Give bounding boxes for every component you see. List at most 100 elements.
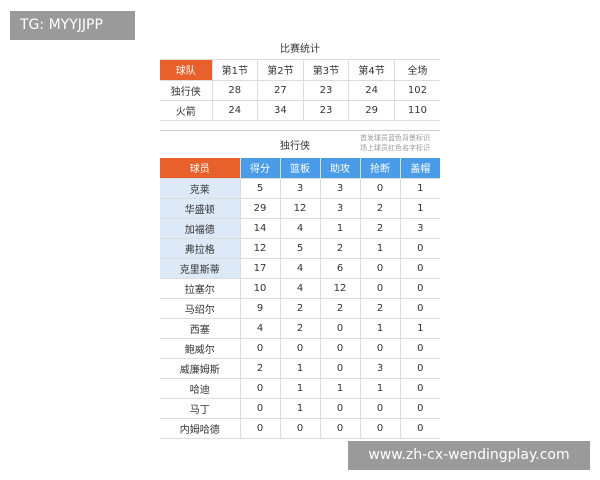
cell: 0 — [320, 358, 361, 379]
cell: 0 — [400, 358, 440, 379]
table-row: 马绍尔 9 2 2 2 0 — [160, 298, 440, 319]
cell: 1 — [280, 378, 321, 399]
row-label: 内姆哈德 — [160, 418, 241, 439]
column-header: 盖帽 — [400, 158, 440, 179]
site-url: www.zh-cx-wendingplay.com — [348, 441, 590, 470]
row-label: 加福德 — [160, 218, 241, 239]
cell: 1 — [320, 378, 361, 399]
cell: 12 — [240, 238, 281, 259]
player-stats-header: 独行侠 首发球员蓝色背景标识 场上球员红色名字标识 — [160, 130, 440, 158]
note-starters: 首发球员蓝色背景标识 — [360, 134, 430, 142]
column-header: 得分 — [240, 158, 281, 179]
cell: 1 — [400, 178, 440, 199]
cell: 0 — [240, 378, 281, 399]
cell: 1 — [400, 198, 440, 219]
cell: 2 — [360, 198, 401, 219]
column-header: 第3节 — [303, 60, 350, 81]
cell: 6 — [320, 258, 361, 279]
cell: 5 — [280, 238, 321, 259]
cell: 1 — [280, 398, 321, 419]
cell: 0 — [280, 418, 321, 439]
table-row: 内姆哈德 0 0 0 0 0 — [160, 418, 440, 439]
cell: 0 — [360, 418, 401, 439]
cell: 27 — [257, 80, 304, 101]
table-row: 克莱 5 3 3 0 1 — [160, 178, 440, 199]
row-label: 马丁 — [160, 398, 241, 419]
row-label: 克里斯蒂 — [160, 258, 241, 279]
cell: 110 — [394, 100, 440, 121]
cell: 0 — [400, 278, 440, 299]
table-row: 火箭 24 34 23 29 110 — [160, 100, 440, 121]
table-row: 哈迪 0 1 1 1 0 — [160, 378, 440, 399]
cell: 0 — [360, 278, 401, 299]
column-header: 助攻 — [320, 158, 361, 179]
cell: 12 — [320, 278, 361, 299]
game-stats-table: 球队 第1节 第2节 第3节 第4节 全场 独行侠 28 27 23 24 102 火箭 24 34 23 29… — [160, 60, 440, 121]
cell: 0 — [400, 398, 440, 419]
cell: 4 — [280, 258, 321, 279]
cell: 23 — [303, 80, 350, 101]
cell: 29 — [348, 100, 395, 121]
row-label: 火箭 — [160, 100, 213, 121]
cell: 2 — [360, 298, 401, 319]
cell: 1 — [320, 218, 361, 239]
cell: 23 — [303, 100, 350, 121]
cell: 14 — [240, 218, 281, 239]
row-label: 哈迪 — [160, 378, 241, 399]
cell: 2 — [320, 238, 361, 259]
player-stats-table: 球员 得分 篮板 助攻 抢断 盖帽 克莱 5 3 3 0 1 华盛顿 29 12 3 2 1 加福德 14 4 1 2 3 弗拉… — [160, 158, 440, 439]
column-header: 第2节 — [257, 60, 304, 81]
cell: 9 — [240, 298, 281, 319]
cell: 24 — [212, 100, 259, 121]
cell: 0 — [280, 338, 321, 359]
cell: 0 — [240, 418, 281, 439]
table-row: 西塞 4 2 0 1 1 — [160, 318, 440, 339]
row-label: 克莱 — [160, 178, 241, 199]
cell: 0 — [360, 178, 401, 199]
cell: 1 — [400, 318, 440, 339]
cell: 0 — [320, 338, 361, 359]
cell: 1 — [360, 318, 401, 339]
cell: 0 — [360, 338, 401, 359]
row-label: 华盛顿 — [160, 198, 241, 219]
table-row: 独行侠 28 27 23 24 102 — [160, 80, 440, 101]
cell: 2 — [240, 358, 281, 379]
table-row: 鲍威尔 0 0 0 0 0 — [160, 338, 440, 359]
cell: 1 — [360, 378, 401, 399]
row-label: 弗拉格 — [160, 238, 241, 259]
cell: 28 — [212, 80, 259, 101]
game-stats: 比赛统计 球队 第1节 第2节 第3节 第4节 全场 独行侠 28 27 23 24 102 火箭 24 3… — [160, 40, 440, 121]
cell: 1 — [360, 238, 401, 259]
cell: 10 — [240, 278, 281, 299]
cell: 3 — [320, 198, 361, 219]
table-row: 威廉姆斯 2 1 0 3 0 — [160, 358, 440, 379]
cell: 3 — [360, 358, 401, 379]
cell: 29 — [240, 198, 281, 219]
cell: 0 — [320, 318, 361, 339]
cell: 0 — [400, 298, 440, 319]
cell: 0 — [400, 378, 440, 399]
cell: 3 — [400, 218, 440, 239]
header-row: 球员 得分 篮板 助攻 抢断 盖帽 — [160, 158, 440, 179]
cell: 2 — [360, 218, 401, 239]
cell: 1 — [280, 358, 321, 379]
cell: 4 — [240, 318, 281, 339]
row-label: 鲍威尔 — [160, 338, 241, 359]
row-label: 独行侠 — [160, 80, 213, 101]
table-row: 加福德 14 4 1 2 3 — [160, 218, 440, 239]
row-label: 拉塞尔 — [160, 278, 241, 299]
cell: 3 — [320, 178, 361, 199]
cell: 4 — [280, 218, 321, 239]
row-label: 威廉姆斯 — [160, 358, 241, 379]
note-on-court: 场上球员红色名字标识 — [360, 144, 430, 152]
table-row: 拉塞尔 10 4 12 0 0 — [160, 278, 440, 299]
cell: 0 — [360, 258, 401, 279]
cell: 2 — [320, 298, 361, 319]
cell: 0 — [240, 398, 281, 419]
column-header: 第4节 — [348, 60, 395, 81]
game-stats-title: 比赛统计 — [160, 40, 440, 60]
column-header: 抢断 — [360, 158, 401, 179]
cell: 0 — [400, 418, 440, 439]
row-label: 马绍尔 — [160, 298, 241, 319]
legend-note: 首发球员蓝色背景标识 场上球员红色名字标识 — [360, 133, 440, 153]
